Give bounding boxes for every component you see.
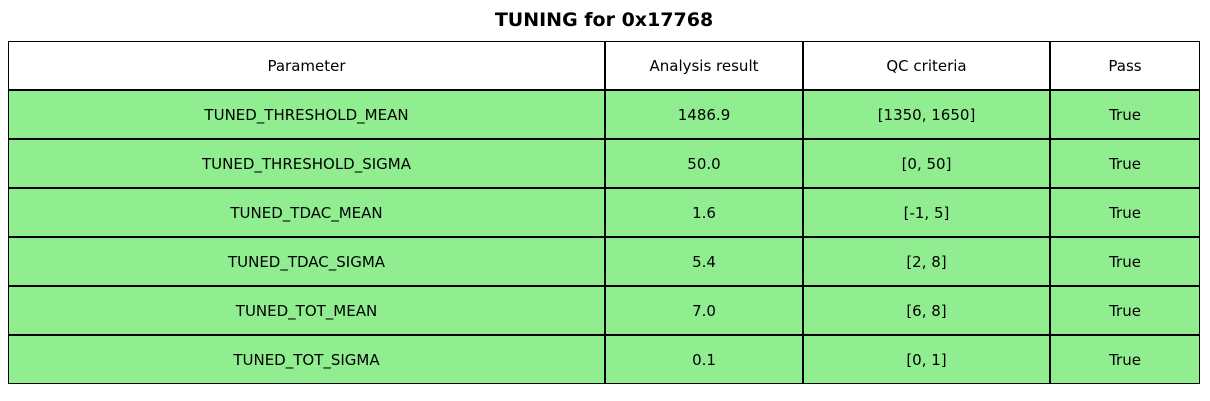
chart-title: TUNING for 0x17768 bbox=[494, 9, 714, 31]
criteria-cell: [6, 8] bbox=[803, 286, 1050, 335]
parameter-cell: TUNED_TDAC_SIGMA bbox=[8, 237, 605, 286]
result-cell: 7.0 bbox=[605, 286, 803, 335]
result-cell: 50.0 bbox=[605, 139, 803, 188]
pass-cell: True bbox=[1050, 90, 1200, 139]
table-row: TUNED_TDAC_SIGMA 5.4 [2, 8] True bbox=[8, 237, 1200, 286]
table-row: TUNED_TOT_MEAN 7.0 [6, 8] True bbox=[8, 286, 1200, 335]
pass-cell: True bbox=[1050, 286, 1200, 335]
pass-cell: True bbox=[1050, 139, 1200, 188]
parameter-cell: TUNED_TDAC_MEAN bbox=[8, 188, 605, 237]
criteria-cell: [2, 8] bbox=[803, 237, 1050, 286]
result-cell: 1.6 bbox=[605, 188, 803, 237]
result-cell: 5.4 bbox=[605, 237, 803, 286]
table-row: TUNED_THRESHOLD_MEAN 1486.9 [1350, 1650]… bbox=[8, 90, 1200, 139]
header-qc-criteria: QC criteria bbox=[803, 41, 1050, 90]
header-row: Parameter Analysis result QC criteria Pa… bbox=[8, 41, 1200, 90]
table-row: TUNED_TOT_SIGMA 0.1 [0, 1] True bbox=[8, 335, 1200, 384]
result-cell: 0.1 bbox=[605, 335, 803, 384]
parameter-cell: TUNED_THRESHOLD_MEAN bbox=[8, 90, 605, 139]
header-parameter: Parameter bbox=[8, 41, 605, 90]
table-row: TUNED_TDAC_MEAN 1.6 [-1, 5] True bbox=[8, 188, 1200, 237]
parameter-cell: TUNED_TOT_SIGMA bbox=[8, 335, 605, 384]
criteria-cell: [0, 1] bbox=[803, 335, 1050, 384]
pass-cell: True bbox=[1050, 188, 1200, 237]
header-analysis-result: Analysis result bbox=[605, 41, 803, 90]
pass-cell: True bbox=[1050, 237, 1200, 286]
criteria-cell: [1350, 1650] bbox=[803, 90, 1050, 139]
criteria-cell: [0, 50] bbox=[803, 139, 1050, 188]
qc-results-table: Parameter Analysis result QC criteria Pa… bbox=[8, 41, 1200, 384]
pass-cell: True bbox=[1050, 335, 1200, 384]
parameter-cell: TUNED_THRESHOLD_SIGMA bbox=[8, 139, 605, 188]
parameter-cell: TUNED_TOT_MEAN bbox=[8, 286, 605, 335]
result-cell: 1486.9 bbox=[605, 90, 803, 139]
table-row: TUNED_THRESHOLD_SIGMA 50.0 [0, 50] True bbox=[8, 139, 1200, 188]
criteria-cell: [-1, 5] bbox=[803, 188, 1050, 237]
header-pass: Pass bbox=[1050, 41, 1200, 90]
